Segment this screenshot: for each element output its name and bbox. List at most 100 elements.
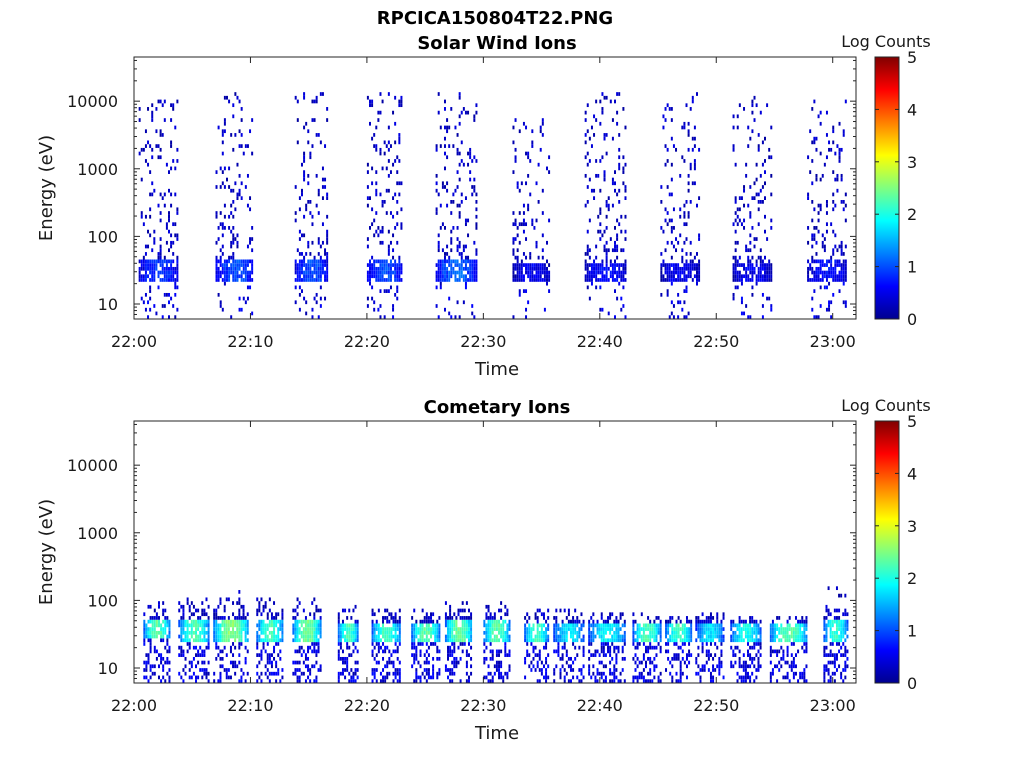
data-cell [662, 114, 665, 119]
data-cell [732, 274, 735, 279]
data-cell [467, 162, 470, 167]
data-cell [475, 159, 478, 163]
data-cell [411, 664, 414, 669]
data-cell [757, 133, 760, 137]
data-cell [582, 675, 585, 680]
data-cell [736, 285, 739, 290]
data-cell [620, 248, 623, 253]
data-cell [221, 266, 224, 271]
data-cell [592, 612, 595, 617]
data-cell [592, 627, 595, 631]
data-cell [294, 95, 297, 100]
data-cell [192, 645, 195, 650]
data-cell [792, 638, 795, 643]
data-cell [381, 278, 384, 282]
data-cell [234, 237, 237, 241]
data-cell [475, 274, 478, 279]
data-cell [219, 656, 222, 661]
data-cell [143, 619, 146, 624]
data-cell [821, 270, 824, 275]
data-cell [471, 185, 474, 189]
data-cell [825, 638, 828, 643]
data-cell [764, 229, 766, 234]
data-cell [745, 304, 748, 308]
data-cell [232, 634, 235, 639]
data-cell [315, 133, 318, 137]
data-cell [153, 616, 156, 620]
data-cell [188, 668, 191, 672]
data-cell [377, 226, 380, 230]
data-cell [143, 638, 146, 643]
data-cell [604, 623, 607, 628]
data-cell [298, 675, 301, 680]
data-cell [605, 252, 608, 256]
data-cell [605, 151, 608, 156]
data-cell [244, 627, 247, 631]
data-cell [207, 630, 210, 635]
data-cell [844, 675, 847, 680]
data-cell [618, 188, 621, 193]
data-cell [437, 110, 440, 115]
data-cell [671, 634, 674, 639]
data-cell [489, 627, 492, 631]
data-cell [508, 623, 511, 628]
data-cell [292, 608, 295, 613]
data-cell [838, 616, 841, 620]
data-cell [201, 608, 204, 613]
data-cell [666, 274, 669, 279]
data-cell [317, 266, 320, 271]
data-cell [260, 653, 263, 657]
data-cell [671, 623, 674, 628]
data-cell [670, 136, 673, 141]
data-cell [747, 634, 749, 639]
data-cell [461, 634, 464, 639]
data-cell [616, 255, 619, 260]
data-cell [685, 664, 688, 669]
data-cell [597, 266, 600, 271]
data-cell [379, 270, 382, 275]
data-cell [502, 623, 505, 628]
data-cell [832, 170, 835, 174]
data-cell [449, 619, 452, 624]
data-cell [398, 671, 401, 676]
data-cell [221, 270, 224, 275]
data-cell [304, 619, 307, 624]
data-cell [226, 95, 228, 100]
data-cell [819, 121, 822, 126]
data-cell [742, 619, 745, 624]
data-cell [240, 118, 243, 122]
data-cell [215, 612, 218, 617]
data-cell [453, 619, 456, 624]
data-cell [673, 642, 676, 646]
data-cell [296, 270, 299, 275]
data-cell [377, 645, 380, 650]
data-cell [475, 226, 478, 230]
data-cell [432, 627, 435, 631]
data-cell [396, 645, 399, 650]
data-cell [609, 616, 612, 620]
data-cell [709, 671, 712, 676]
data-cell [487, 623, 490, 628]
data-cell [292, 638, 295, 643]
data-cell [392, 196, 395, 200]
data-cell [369, 99, 371, 104]
data-cell [162, 656, 165, 661]
data-cell [219, 601, 222, 605]
data-cell [356, 668, 359, 672]
data-cell [555, 623, 558, 628]
data-cell [759, 266, 762, 271]
data-cell [446, 125, 449, 130]
data-cell [423, 660, 426, 665]
data-cell [371, 99, 374, 104]
data-cell [677, 270, 680, 275]
data-cell [344, 608, 347, 613]
data-cell [722, 612, 725, 617]
data-cell [747, 315, 750, 319]
data-cell [443, 263, 446, 267]
data-cell [228, 274, 231, 279]
data-cell [373, 144, 376, 148]
data-cell [736, 263, 739, 267]
data-cell [147, 619, 150, 624]
data-cell [453, 660, 456, 665]
data-cell [219, 664, 222, 669]
